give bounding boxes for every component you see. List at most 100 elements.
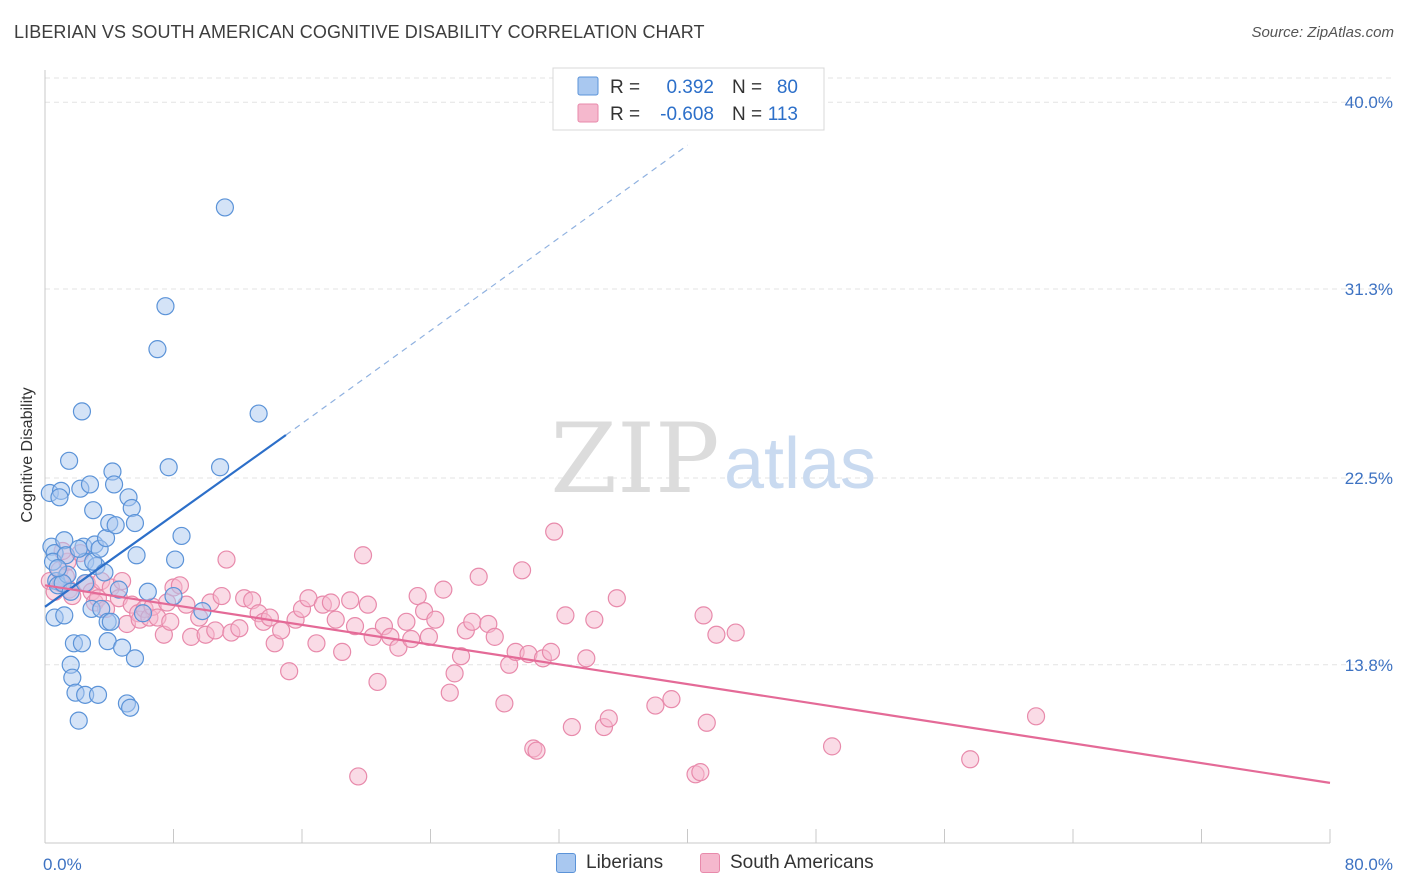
south-americans-point [402, 629, 421, 649]
liberians-point [125, 649, 145, 668]
liberians-point [127, 546, 146, 565]
liberians-point [88, 685, 108, 704]
legend-n-label-1: N = [732, 77, 762, 98]
liberians-point [109, 580, 128, 599]
y-tick-label: 31.3% [1345, 280, 1393, 299]
liberians-point [210, 458, 230, 477]
south-americans-point [822, 737, 842, 756]
south-americans-point [353, 546, 373, 565]
south-americans-point [585, 610, 604, 629]
south-americans-point [599, 709, 618, 728]
south-americans-point [485, 627, 504, 646]
axes [44, 70, 1331, 844]
gridlines [45, 77, 1394, 666]
legend-label-south-americans: South Americans [730, 852, 874, 873]
south-americans-point [697, 713, 716, 732]
south-americans-point [512, 561, 532, 580]
liberians-swatch [556, 853, 576, 873]
south-americans-point [527, 741, 546, 760]
south-americans-point [577, 649, 596, 668]
south-americans-point [434, 580, 453, 599]
liberians-point [172, 526, 191, 546]
liberians-point [55, 606, 74, 625]
liberians-point [148, 340, 167, 359]
liberians-point [104, 475, 124, 494]
liberians-point [156, 297, 175, 316]
liberians-point [166, 550, 185, 569]
y-tick-label: 13.8% [1345, 656, 1393, 675]
liberians-point [122, 498, 141, 518]
x-tick-labels: 0.0% 80.0% [43, 855, 1393, 874]
south-americans-point [345, 617, 365, 636]
liberians-points [40, 198, 268, 730]
liberians-point [106, 516, 125, 535]
south-americans-point [607, 589, 626, 608]
legend-n-value-2: 113 [768, 104, 798, 125]
liberians-point [95, 563, 114, 582]
south-americans-point [280, 662, 299, 681]
south-americans-point [445, 664, 464, 683]
south-americans-point [562, 717, 581, 737]
south-americans-point [541, 642, 561, 661]
liberians-point [249, 404, 268, 423]
liberians-point [48, 559, 67, 578]
south-americans-point [333, 642, 352, 661]
south-americans-trend-line [44, 584, 1331, 784]
liberians-point [112, 638, 132, 657]
south-americans-point [397, 612, 416, 631]
watermark-zip: ZIP [550, 403, 719, 515]
watermark: ZIP atlas [550, 403, 876, 515]
south-americans-point [961, 750, 980, 769]
south-americans-point [556, 606, 575, 625]
legend-item-liberians[interactable]: Liberians [556, 852, 663, 874]
south-americans-point [463, 612, 482, 631]
south-americans-point [726, 623, 745, 642]
liberians-point [84, 501, 103, 520]
south-americans-point [691, 763, 710, 782]
south-americans-point [307, 634, 326, 653]
liberians-point [159, 458, 178, 477]
trend-lines [44, 144, 1331, 784]
liberians-point [121, 698, 140, 717]
south-americans-point [217, 550, 236, 569]
bottom-legend: Liberians South Americans [0, 852, 1406, 878]
legend-r-label-1: R = [610, 77, 640, 98]
south-americans-point [161, 612, 180, 631]
liberians-trend-line [44, 434, 287, 608]
south-americans-point [349, 767, 368, 786]
legend-swatch-south-americans [577, 103, 599, 123]
liberians-point [101, 612, 120, 631]
liberians-point [72, 634, 92, 653]
legend-n-label-2: N = [732, 104, 762, 125]
legend-r-label-2: R = [610, 104, 640, 125]
chart-title: LIBERIAN VS SOUTH AMERICAN COGNITIVE DIS… [14, 22, 705, 42]
south-americans-point [662, 690, 681, 709]
south-americans-point [495, 694, 514, 713]
liberians-point [215, 198, 234, 217]
liberians-trend-extension [285, 144, 688, 436]
liberians-point [63, 668, 82, 687]
south-americans-point [707, 625, 726, 644]
liberians-point [59, 451, 79, 470]
liberians-point [50, 488, 69, 507]
liberians-point [125, 513, 145, 533]
south-americans-point [272, 621, 291, 640]
south-americans-point [368, 672, 387, 692]
south-americans-point [212, 586, 231, 606]
liberians-point [133, 604, 153, 623]
legend-item-south-americans[interactable]: South Americans [700, 852, 874, 874]
south-americans-point [358, 595, 377, 614]
south-americans-point [440, 683, 459, 702]
y-tick-labels: 13.8% 22.5% 31.3% 40.0% [1345, 93, 1393, 675]
liberians-point [80, 475, 100, 494]
watermark-atlas: atlas [724, 424, 876, 504]
liberians-point [69, 711, 88, 730]
south-americans-points [40, 522, 1046, 786]
south-americans-point [341, 591, 360, 610]
south-americans-swatch [700, 853, 720, 873]
south-americans-point [408, 586, 427, 606]
liberians-point [69, 539, 88, 558]
x-tick-label: 0.0% [43, 855, 82, 874]
liberians-point [164, 586, 183, 606]
